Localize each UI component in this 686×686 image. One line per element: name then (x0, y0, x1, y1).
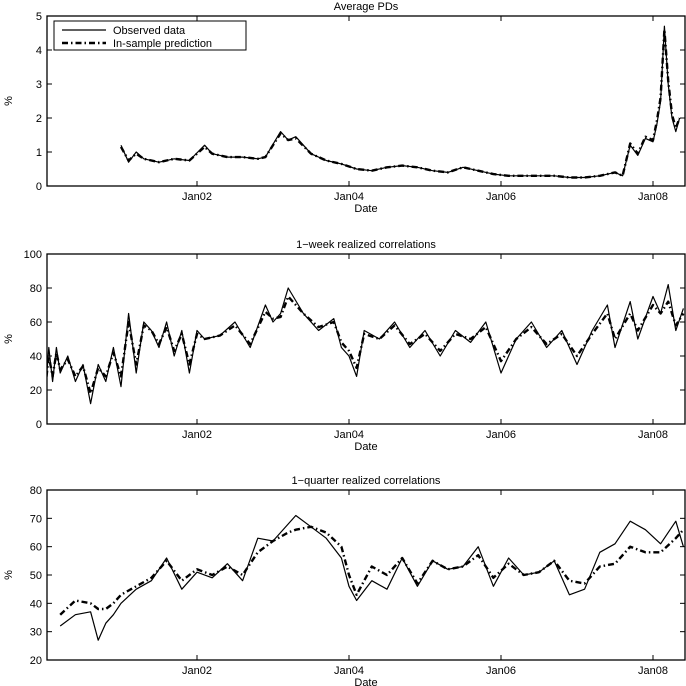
observed-data-line (59, 514, 684, 641)
y-axis-label: % (3, 96, 15, 106)
prediction-line (47, 295, 685, 395)
y-tick-label: 30 (30, 627, 42, 639)
y-tick-label: 50 (30, 570, 42, 582)
x-axis-label: Date (354, 441, 377, 453)
x-tick-label: Jan08 (638, 665, 668, 677)
y-axis-label: % (3, 334, 15, 344)
x-tick-label: Jan08 (638, 429, 668, 441)
y-tick-label: 40 (30, 351, 42, 363)
chart-title: 1−week realized correlations (296, 239, 436, 251)
x-tick-label: Jan02 (182, 429, 212, 441)
x-tick-label: Jan02 (182, 191, 212, 203)
observed-data-line (47, 284, 684, 405)
y-tick-label: 1 (36, 147, 42, 159)
x-tick-label: Jan02 (182, 665, 212, 677)
chart-panel-1: Average PDs 0 1 2 3 4 5 Jan02 Jan04 Jan06 Jan08 Dat… (3, 1, 686, 215)
y-tick-label: 20 (30, 385, 42, 397)
legend-prediction-label: In-sample prediction (113, 38, 212, 50)
x-tick-label: Jan04 (334, 665, 364, 677)
chart-panel-2: 1−week realized correlations 0 20 40 60 80 100… (3, 239, 686, 453)
y-tick-label: 0 (36, 181, 42, 193)
chart-title: 1−quarter realized correlations (292, 475, 441, 487)
prediction-line (59, 525, 685, 616)
y-tick-label: 2 (36, 113, 42, 125)
x-tick-label: Jan04 (334, 429, 364, 441)
plot-area (46, 15, 686, 187)
y-tick-label: 4 (36, 45, 42, 57)
y-tick-label: 80 (30, 485, 42, 497)
legend-observed-label: Observed data (113, 25, 186, 37)
y-tick-label: 0 (36, 419, 42, 431)
chart-title: Average PDs (334, 1, 399, 13)
plot-area (46, 253, 686, 425)
x-tick-label: Jan06 (486, 665, 516, 677)
y-tick-label: 20 (30, 655, 42, 667)
y-axis-label: % (3, 570, 15, 580)
y-tick-label: 3 (36, 79, 42, 91)
chart-panel-3: 1−quarter realized correlations 20 30 40 50 6… (3, 475, 686, 686)
x-tick-label: Jan04 (334, 191, 364, 203)
y-tick-label: 40 (30, 598, 42, 610)
x-tick-label: Jan06 (486, 191, 516, 203)
prediction-line (119, 28, 681, 179)
y-tick-label: 70 (30, 513, 42, 525)
x-axis-label: Date (354, 677, 377, 686)
y-tick-label: 60 (30, 317, 42, 329)
y-tick-label: 5 (36, 11, 42, 23)
y-tick-label: 60 (30, 542, 42, 554)
x-axis-label: Date (354, 203, 377, 215)
y-tick-label: 80 (30, 283, 42, 295)
x-tick-label: Jan08 (638, 191, 668, 203)
y-tick-label: 100 (24, 249, 42, 261)
x-tick-label: Jan06 (486, 429, 516, 441)
